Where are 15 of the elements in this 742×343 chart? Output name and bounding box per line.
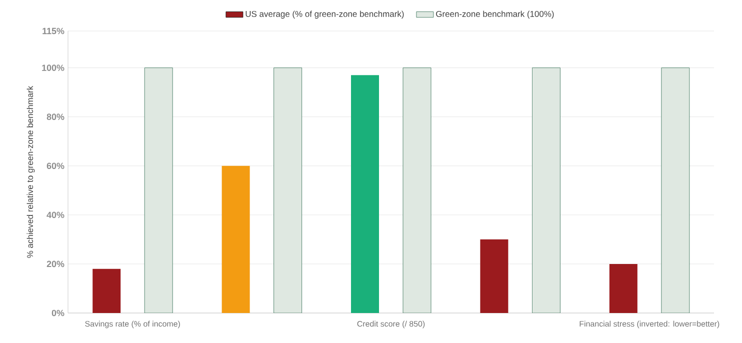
y-tick-label: 0% (52, 310, 64, 316)
y-tick-label: 20% (46, 260, 64, 268)
y-tick-label: 115% (42, 28, 64, 34)
y-tick-label: 80% (46, 114, 64, 120)
legend-label: US average (% of green-zone benchmark) (246, 10, 404, 19)
bar (92, 268, 121, 313)
legend-label: Green-zone benchmark (100%) (436, 10, 554, 19)
bar (480, 239, 508, 313)
bar (222, 166, 250, 313)
bar (609, 264, 638, 313)
y-tick-label: 60% (46, 162, 64, 170)
y-axis-title: % achieved relative to green-zone benchmark (26, 86, 35, 258)
bar (351, 75, 380, 313)
y-tick-label: 40% (46, 212, 64, 218)
y-tick-label: 100% (42, 64, 64, 71)
